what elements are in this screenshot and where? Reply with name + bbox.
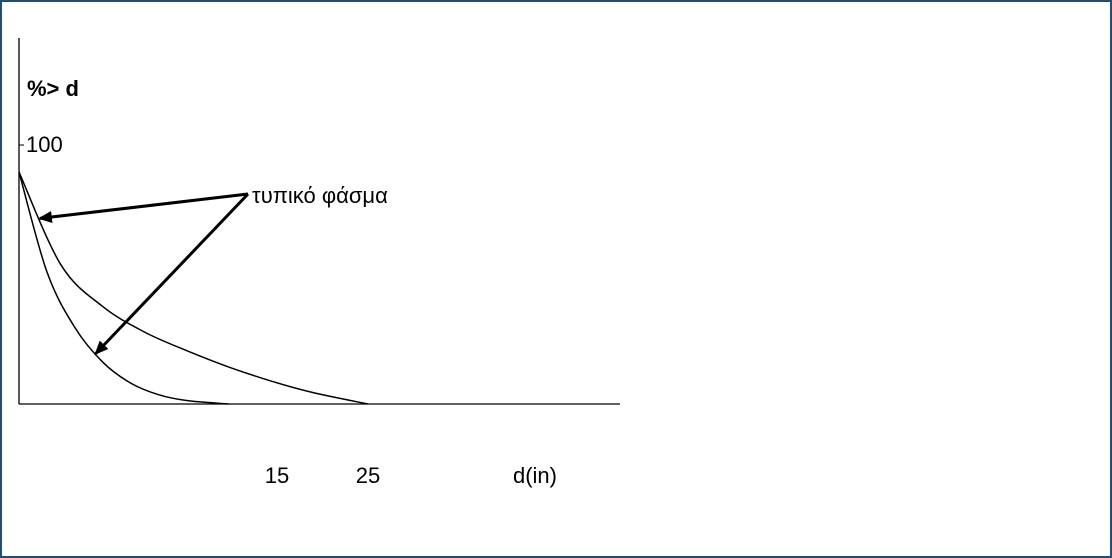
annotation-arrow-upper [37,192,249,223]
series-line-steep [18,171,229,405]
y-axis-label: %> d [27,76,79,101]
x-tick-label-25: 25 [356,463,380,488]
series-line-gentle [18,171,369,405]
annotation-arrow-lower [94,192,250,355]
x-axis-label: d(in) [513,463,557,488]
y-tick-label-100: 100 [26,132,63,157]
annotation-label: τυπικό φάσμα [252,183,388,208]
x-tick-label-15: 15 [265,463,289,488]
